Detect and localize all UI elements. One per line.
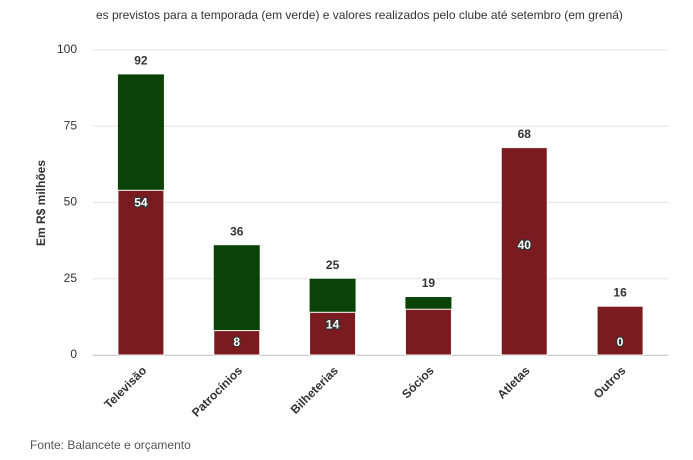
- bar: [309, 311, 357, 356]
- data-label: 0: [617, 335, 624, 349]
- x-tick-label: Bilheterias: [288, 363, 342, 417]
- bar: [404, 308, 452, 356]
- data-label: 14: [326, 317, 340, 331]
- x-tick-label: Patrocínios: [189, 363, 245, 419]
- data-label: 16: [613, 285, 627, 299]
- bar: [596, 305, 644, 356]
- bar: [213, 330, 261, 356]
- bar: [117, 189, 165, 356]
- data-label: 36: [230, 224, 244, 238]
- y-tick-label: 100: [57, 42, 77, 56]
- data-label: 54: [134, 195, 148, 209]
- y-tick-label: 25: [64, 271, 78, 285]
- bar: [500, 147, 548, 356]
- x-tick-label: Atletas: [494, 363, 532, 401]
- y-tick-label: 0: [70, 347, 77, 361]
- data-label: 40: [518, 238, 532, 252]
- data-label: 19: [422, 276, 436, 290]
- data-label: 25: [326, 258, 340, 272]
- y-tick-label: 50: [64, 195, 78, 209]
- x-tick-label: Outros: [591, 363, 629, 401]
- data-label: 68: [518, 127, 532, 141]
- x-tick-label: Sócios: [399, 363, 437, 401]
- data-label: 92: [134, 54, 148, 68]
- y-tick-label: 75: [64, 118, 78, 132]
- y-axis-label: Em R$ milhões: [34, 160, 48, 246]
- x-tick-label: Televisão: [101, 363, 149, 411]
- chart-title: es previstos para a temporada (em verde)…: [96, 8, 623, 22]
- source: Fonte: Balancete e orçamento: [30, 438, 191, 452]
- data-label: 8: [233, 335, 240, 349]
